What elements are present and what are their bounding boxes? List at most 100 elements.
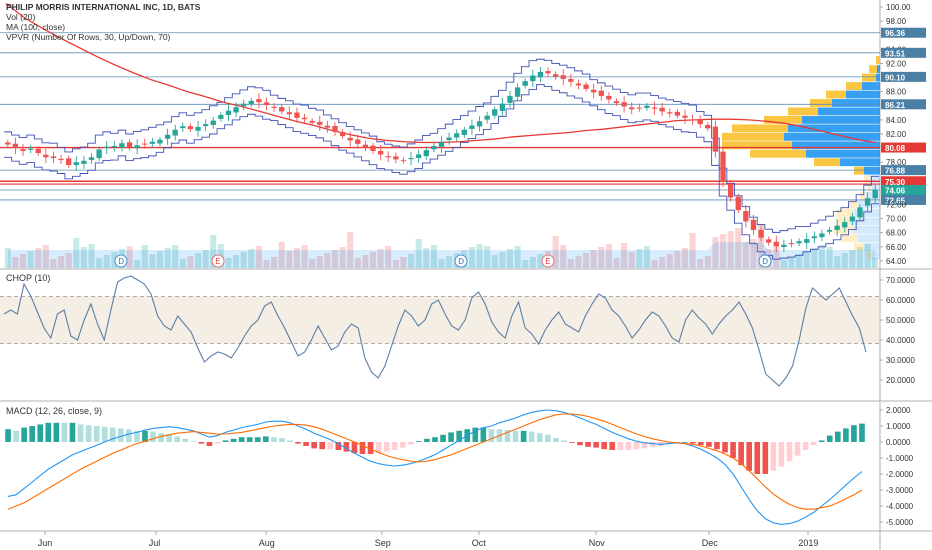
vpvr-up-bar (802, 115, 880, 124)
volume-bar (537, 254, 544, 268)
candle-body (781, 244, 787, 247)
event-marker (758, 254, 772, 268)
time-tick-label: Jun (38, 538, 53, 548)
candle-body (796, 241, 802, 244)
candle-body (58, 158, 64, 161)
volume-bar (65, 253, 72, 268)
volume-bar (50, 259, 57, 268)
price-tag (881, 194, 926, 205)
event-marker-label: D (762, 257, 768, 266)
macd-histogram-bar (327, 442, 334, 450)
candle-body (537, 71, 544, 78)
time-tick-label: Aug (259, 538, 275, 548)
price-tag-label: 72.65 (885, 196, 906, 205)
macd-histogram-bar (13, 430, 19, 442)
legend-vpvr[interactable]: VPVR (Number Of Rows, 30, Up/Down, 70) (6, 32, 171, 42)
macd-histogram-bar (504, 430, 511, 442)
volume-bar (149, 254, 156, 268)
chop-pane-title[interactable]: CHOP (10) (6, 273, 51, 283)
macd-histogram-bar (456, 430, 462, 442)
candle-body (157, 139, 163, 144)
volume-bar (293, 248, 300, 268)
volume-bar (643, 246, 650, 268)
volume-bar (727, 231, 734, 268)
volume-bar (4, 248, 11, 268)
macd-histogram-bar (53, 422, 60, 442)
volume-bar (583, 253, 590, 268)
candle-body (644, 105, 650, 108)
volume-bar (309, 259, 316, 268)
volume-bar (42, 245, 49, 268)
macd-histogram-bar (834, 431, 841, 442)
chop-tick-label: 20.0000 (886, 376, 915, 385)
bollinger-upper-line (4, 58, 879, 233)
chop-tick-label: 50.0000 (886, 316, 915, 325)
candle-body (96, 149, 102, 159)
candle-body (301, 117, 308, 120)
volume-bar (111, 252, 118, 268)
macd-histogram-bar (214, 442, 221, 444)
volume-bar (567, 259, 574, 268)
candle-body (233, 107, 239, 113)
volume-bar (552, 236, 559, 268)
price-tag-label: 75.30 (885, 178, 906, 187)
macd-histogram-bar (698, 442, 704, 446)
macd-histogram-bar (794, 442, 801, 456)
volume-bar (141, 245, 148, 268)
volume-bar (392, 260, 399, 268)
candle-body (575, 83, 582, 86)
vpvr-down-bar (836, 217, 850, 226)
volume-bar (735, 228, 742, 268)
candle-body (385, 156, 391, 158)
price-tag (881, 184, 926, 195)
volume-bar (719, 234, 727, 268)
macd-histogram-bar (351, 442, 358, 454)
candle-body (545, 71, 551, 74)
macd-histogram-bar (190, 441, 197, 442)
macd-histogram-bar (851, 425, 857, 442)
macd-histogram-bar (142, 430, 148, 442)
macd-histogram-bar (21, 427, 27, 442)
candle-body (651, 107, 658, 109)
candle-body (332, 125, 338, 132)
volume-bar (750, 239, 757, 268)
volume-bar (12, 257, 19, 268)
candle-body (697, 119, 703, 125)
vpvr-down-bar (722, 141, 792, 150)
candle-body (431, 145, 437, 150)
macd-histogram-bar (295, 442, 301, 444)
macd-histogram-bar (617, 442, 624, 450)
vpvr-up-bar (872, 183, 880, 192)
volume-bar (438, 259, 445, 268)
vpvr-down-bar (876, 56, 880, 64)
macd-pane-title[interactable]: MACD (12, 26, close, 9) (6, 406, 103, 416)
macd-histogram-bar (126, 429, 132, 442)
candle-body (263, 102, 270, 106)
price-tag-label: 86.21 (885, 101, 906, 110)
macd-histogram-bar (416, 441, 422, 442)
volume-bar (636, 249, 643, 268)
candle-body (819, 233, 825, 238)
macd-histogram-bar (577, 442, 583, 446)
candle-body (469, 125, 475, 129)
legend-ma[interactable]: MA (100, close) (6, 22, 66, 32)
macd-histogram-bar (424, 438, 430, 442)
volume-bar (210, 235, 217, 268)
macd-histogram-bar (738, 442, 744, 466)
chop-tick-label: 30.0000 (886, 356, 915, 365)
volume-bar (301, 245, 308, 268)
macd-tick-label: 0.0000 (886, 438, 911, 447)
volume-bar (415, 239, 422, 268)
vpvr-down-bar (846, 82, 862, 90)
macd-histogram-bar (585, 442, 591, 447)
legend-volume[interactable]: Vol (20) (6, 12, 36, 22)
candle-body (613, 101, 620, 103)
candle-body (864, 198, 871, 206)
volume-bar (179, 259, 186, 268)
volume-bar (560, 245, 567, 268)
volume-bar (499, 252, 506, 268)
volume-bar (666, 254, 673, 268)
vpvr-down-bar (848, 200, 858, 209)
vpvr-up-bar (818, 107, 880, 116)
vpvr-down-bar (854, 166, 864, 175)
